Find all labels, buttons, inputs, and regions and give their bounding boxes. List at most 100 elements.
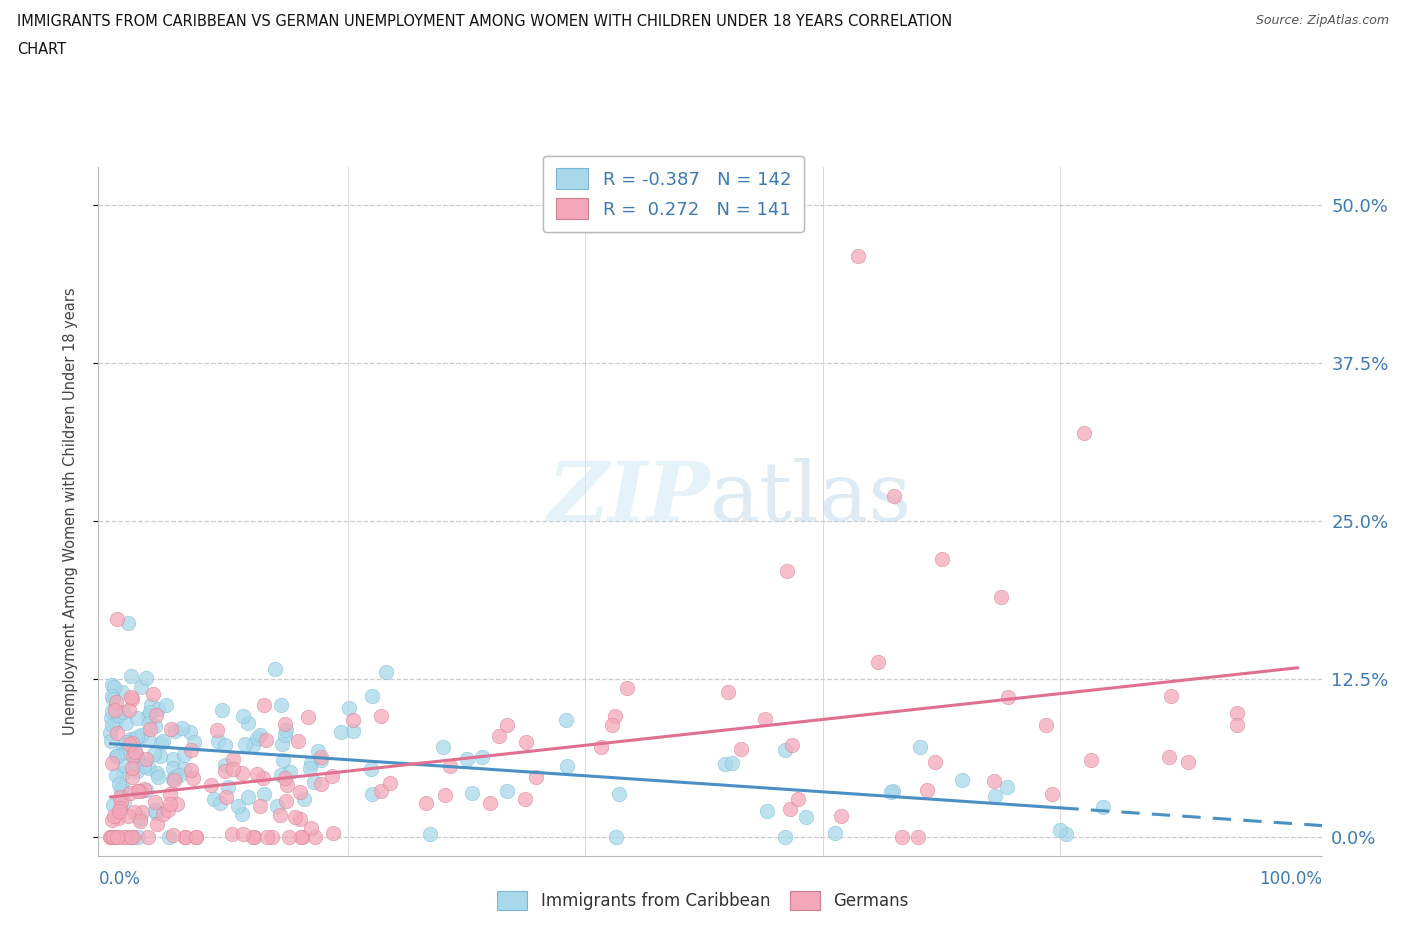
- Point: [111, 779, 134, 794]
- Point: [105, 611, 128, 626]
- Point: [100, 734, 122, 749]
- Point: [479, 795, 502, 810]
- Point: [243, 830, 266, 844]
- Point: [138, 760, 160, 775]
- Point: [311, 753, 333, 768]
- Point: [162, 760, 184, 775]
- Point: [117, 809, 139, 824]
- Point: [202, 792, 225, 807]
- Point: [129, 727, 152, 742]
- Point: [107, 830, 129, 844]
- Point: [138, 715, 160, 730]
- Point: [183, 735, 205, 750]
- Point: [173, 830, 195, 844]
- Point: [112, 830, 135, 844]
- Point: [101, 813, 124, 828]
- Point: [995, 779, 1018, 794]
- Point: [205, 723, 228, 737]
- Point: [101, 688, 124, 703]
- Point: [370, 709, 392, 724]
- Point: [114, 830, 136, 844]
- Point: [232, 826, 254, 841]
- Point: [125, 746, 148, 761]
- Point: [124, 744, 146, 759]
- Point: [270, 698, 292, 712]
- Point: [121, 769, 143, 784]
- Point: [150, 736, 173, 751]
- Point: [135, 783, 157, 798]
- Point: [200, 778, 222, 793]
- Point: [142, 686, 165, 701]
- Point: [107, 811, 129, 826]
- Text: atlas: atlas: [710, 458, 912, 538]
- Text: Source: ZipAtlas.com: Source: ZipAtlas.com: [1256, 14, 1389, 27]
- Point: [274, 722, 297, 737]
- Point: [214, 737, 236, 752]
- Point: [299, 760, 322, 775]
- Point: [238, 790, 260, 804]
- Point: [101, 830, 124, 844]
- Point: [135, 671, 157, 685]
- Point: [361, 787, 384, 802]
- Point: [120, 732, 142, 747]
- Point: [415, 795, 437, 810]
- Point: [217, 779, 239, 794]
- Point: [273, 753, 295, 768]
- Point: [754, 711, 776, 726]
- Point: [110, 684, 132, 699]
- Point: [221, 751, 243, 766]
- Point: [496, 718, 519, 733]
- Point: [322, 826, 344, 841]
- Point: [439, 759, 461, 774]
- Point: [112, 794, 135, 809]
- Point: [321, 768, 343, 783]
- Point: [460, 786, 482, 801]
- Point: [120, 830, 142, 844]
- Point: [605, 830, 627, 844]
- Point: [120, 690, 142, 705]
- Point: [278, 830, 301, 844]
- Point: [866, 655, 889, 670]
- Point: [779, 802, 801, 817]
- Point: [337, 701, 360, 716]
- Point: [283, 810, 305, 825]
- Point: [231, 765, 253, 780]
- Point: [105, 749, 128, 764]
- Point: [236, 716, 259, 731]
- Point: [157, 830, 180, 844]
- Point: [1040, 786, 1063, 801]
- Point: [1073, 425, 1095, 440]
- Point: [266, 799, 288, 814]
- Point: [160, 722, 183, 737]
- Point: [115, 745, 138, 760]
- Point: [180, 763, 202, 777]
- Point: [128, 814, 150, 829]
- Y-axis label: Unemployment Among Women with Children Under 18 years: Unemployment Among Women with Children U…: [63, 287, 77, 736]
- Point: [111, 740, 134, 755]
- Point: [207, 734, 229, 749]
- Point: [342, 712, 364, 727]
- Point: [179, 724, 201, 739]
- Point: [297, 710, 319, 724]
- Point: [264, 661, 287, 676]
- Point: [127, 830, 149, 844]
- Point: [107, 708, 129, 723]
- Point: [115, 715, 138, 730]
- Point: [299, 755, 322, 770]
- Point: [231, 806, 253, 821]
- Point: [110, 800, 132, 815]
- Point: [103, 808, 125, 823]
- Point: [145, 708, 167, 723]
- Point: [294, 792, 316, 807]
- Point: [103, 830, 125, 844]
- Point: [124, 731, 146, 746]
- Point: [526, 770, 548, 785]
- Point: [139, 698, 162, 712]
- Text: 0.0%: 0.0%: [98, 870, 141, 888]
- Point: [167, 768, 190, 783]
- Point: [98, 725, 121, 740]
- Point: [908, 739, 931, 754]
- Point: [146, 817, 169, 831]
- Point: [290, 830, 312, 844]
- Text: 100.0%: 100.0%: [1258, 870, 1322, 888]
